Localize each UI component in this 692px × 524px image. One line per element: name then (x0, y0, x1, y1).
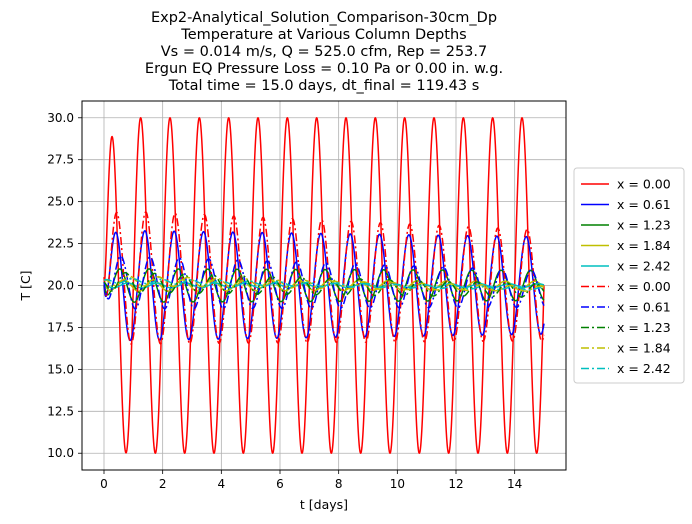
title-line-4: Ergun EQ Pressure Loss = 0.10 Pa or 0.00… (145, 61, 503, 77)
y-tick-label: 15.0 (47, 362, 74, 376)
legend-entry-label: x = 0.61 (617, 197, 671, 212)
legend-entry-label: x = 2.42 (617, 259, 671, 274)
legend-entry-label: x = 0.61 (617, 300, 671, 315)
legend-entry-label: x = 0.00 (617, 177, 671, 192)
title-line-5: Total time = 15.0 days, dt_final = 119.4… (168, 78, 480, 94)
x-tick-label: 8 (335, 477, 343, 491)
chart-title: Exp2-Analytical_Solution_Comparison-30cm… (145, 10, 503, 94)
y-axis-label: T [C] (18, 270, 33, 301)
legend-entry-label: x = 1.84 (617, 238, 671, 253)
y-tick-label: 20.0 (47, 279, 74, 293)
y-tick-label: 22.5 (47, 237, 74, 251)
x-tick-label: 4 (218, 477, 226, 491)
legend-entry-label: x = 1.23 (617, 218, 671, 233)
legend-entry-label: x = 1.84 (617, 341, 671, 356)
y-tick-label: 27.5 (47, 153, 74, 167)
y-ticks: 10.0 12.5 15.0 17.5 20.0 22.5 25.0 27.5 30.0 (47, 111, 82, 460)
title-line-3: Vs = 0.014 m/s, Q = 525.0 cfm, Rep = 253… (161, 44, 488, 60)
x-tick-label: 10 (390, 477, 405, 491)
y-tick-label: 12.5 (47, 404, 74, 418)
title-line-2: Temperature at Various Column Depths (180, 27, 466, 43)
x-ticks: 0 2 4 6 8 10 12 14 (100, 470, 522, 491)
legend-entry-label: x = 2.42 (617, 361, 671, 376)
x-tick-label: 0 (100, 477, 108, 491)
legend: x = 0.00 x = 0.61 x = 1.23 x = 1.84 x = 2.42… (574, 168, 684, 383)
x-axis-label: t [days] (300, 497, 348, 512)
x-tick-label: 6 (276, 477, 284, 491)
x-tick-label: 14 (507, 477, 522, 491)
series-lines (104, 118, 544, 453)
x-tick-label: 12 (448, 477, 463, 491)
title-line-1: Exp2-Analytical_Solution_Comparison-30cm… (151, 10, 497, 26)
legend-entry-label: x = 1.23 (617, 320, 671, 335)
y-tick-label: 30.0 (47, 111, 74, 125)
x-tick-label: 2 (159, 477, 167, 491)
y-tick-label: 25.0 (47, 195, 74, 209)
y-tick-label: 10.0 (47, 446, 74, 460)
legend-entry-label: x = 0.00 (617, 279, 671, 294)
y-tick-label: 17.5 (47, 320, 74, 334)
